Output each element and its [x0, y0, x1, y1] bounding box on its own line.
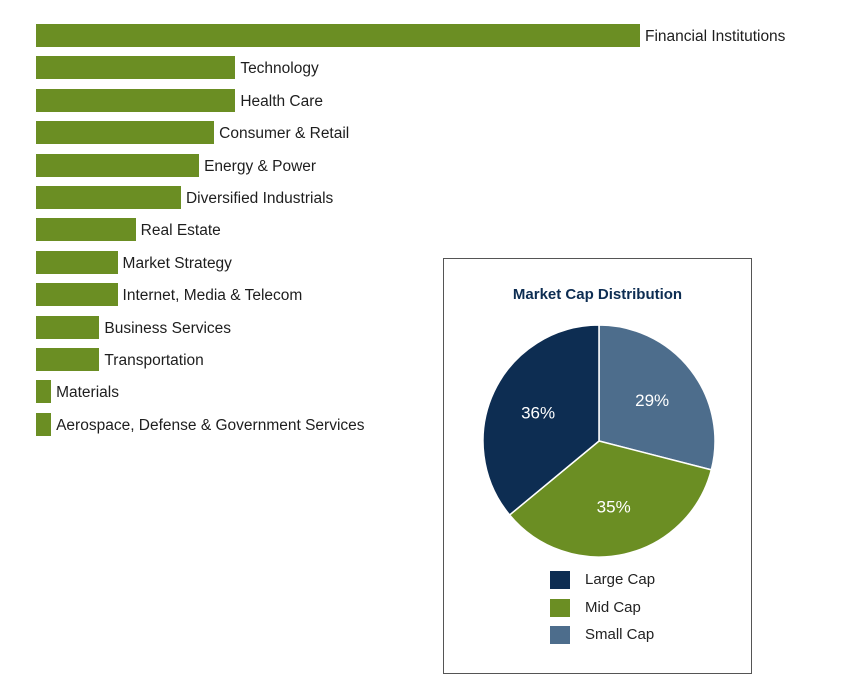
bar-label: Technology [240, 60, 319, 77]
bar [36, 186, 181, 209]
legend-label: Mid Cap [585, 599, 641, 616]
bar-label: Financial Institutions [645, 28, 786, 45]
bar [36, 251, 118, 274]
legend-swatch [550, 571, 570, 589]
bar-label: Aerospace, Defense & Government Services [56, 417, 365, 434]
bar [36, 413, 52, 436]
bar-label: Materials [56, 384, 119, 401]
bar [36, 89, 236, 112]
legend-swatch [550, 626, 570, 644]
bar-label: Market Strategy [122, 255, 232, 272]
legend-swatch [550, 599, 570, 617]
legend-label: Small Cap [585, 626, 655, 643]
pie-slice-label: 36% [521, 403, 555, 422]
market-cap-pie-chart: 29% 35% 36% [482, 324, 716, 558]
pie-slice-label: 29% [635, 391, 669, 410]
bar-label: Diversified Industrials [185, 190, 334, 207]
bar [36, 218, 136, 241]
pie-slice [598, 324, 716, 471]
bar [36, 316, 100, 339]
bar-label: Consumer & Retail [219, 125, 350, 142]
bar [36, 283, 118, 306]
bar-label: Transportation [104, 352, 204, 369]
bar-label: Health Care [240, 93, 324, 110]
bar-label: Real Estate [140, 222, 221, 239]
pie-chart-title: Market Cap Distribution [512, 286, 683, 303]
pie-slice [482, 324, 600, 516]
bar [36, 121, 215, 144]
legend-label: Large Cap [585, 571, 656, 588]
bar-label: Internet, Media & Telecom [122, 287, 303, 304]
bar-label: Energy & Power [204, 158, 317, 175]
bar-label: Business Services [104, 320, 232, 337]
sector-bar-chart: Financial Institutions Technology Health C… [36, 24, 786, 436]
bar [36, 380, 52, 403]
market-cap-panel: Market Cap Distribution 29% 35% 36% Large … [443, 258, 752, 674]
pie-slice-label: 35% [597, 498, 631, 517]
bar [36, 24, 640, 47]
bar [36, 154, 200, 177]
pie-slice [508, 440, 713, 558]
bar [36, 348, 100, 371]
bar [36, 56, 236, 79]
